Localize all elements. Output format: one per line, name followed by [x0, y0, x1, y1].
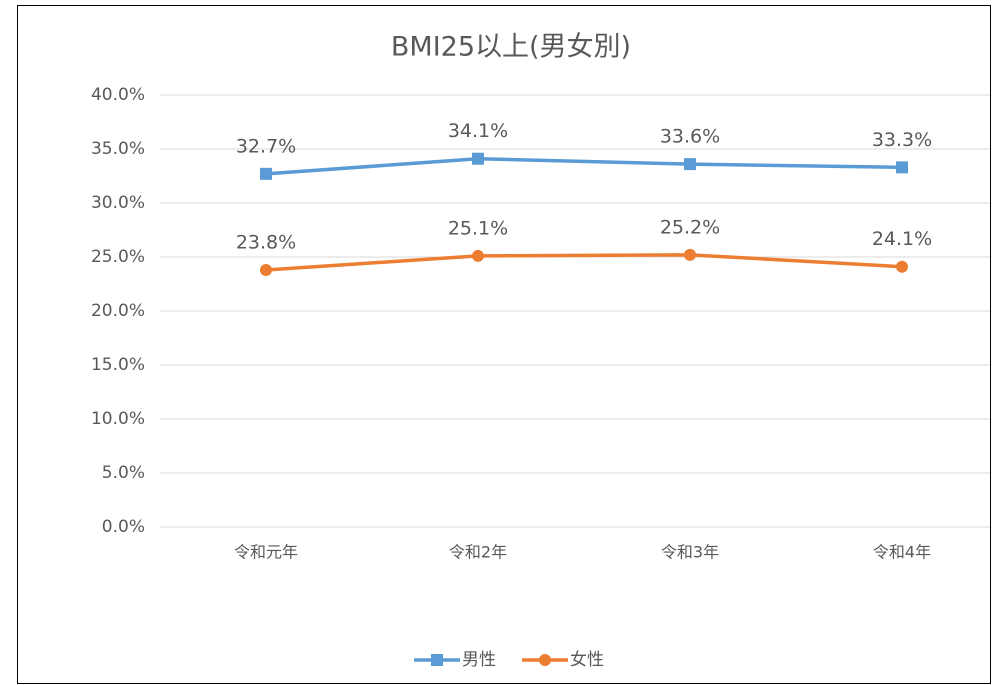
x-tick-label: 令和4年 — [873, 543, 931, 562]
y-tick-label: 5.0% — [102, 463, 145, 483]
y-tick-label: 40.0% — [91, 85, 145, 105]
data-point — [896, 161, 908, 174]
data-point — [472, 152, 484, 165]
y-tick-label: 20.0% — [91, 301, 145, 321]
y-tick-label: 30.0% — [91, 193, 145, 213]
legend-label: 男性 — [462, 650, 496, 670]
data-point — [684, 248, 696, 261]
chart-frame — [17, 5, 991, 684]
y-tick-label: 25.0% — [91, 247, 145, 267]
x-tick-label: 令和2年 — [449, 543, 507, 562]
y-tick-label: 35.0% — [91, 139, 145, 159]
y-tick-label: 10.0% — [91, 409, 145, 429]
data-label: 25.1% — [448, 217, 508, 239]
data-label: 25.2% — [660, 216, 720, 238]
data-label: 33.6% — [660, 126, 720, 148]
data-label: 32.7% — [236, 135, 296, 157]
y-tick-label: 0.0% — [102, 517, 145, 537]
data-label: 33.3% — [872, 129, 932, 151]
data-point — [260, 167, 272, 180]
y-tick-label: 15.0% — [91, 355, 145, 375]
legend-label: 女性 — [570, 650, 604, 670]
data-label: 23.8% — [236, 231, 296, 253]
data-point — [684, 158, 696, 171]
data-label: 24.1% — [872, 228, 932, 250]
data-point — [896, 260, 908, 273]
series-line — [265, 156, 903, 176]
legend-swatch-marker — [431, 654, 443, 666]
x-tick-label: 令和3年 — [661, 543, 719, 562]
chart-title: BMI25以上(男女別) — [391, 32, 631, 63]
data-label: 34.1% — [448, 120, 508, 142]
x-tick-label: 令和元年 — [234, 543, 298, 562]
data-point — [472, 249, 484, 262]
data-point — [260, 263, 272, 276]
series-line — [265, 253, 903, 272]
legend-swatch-marker — [539, 654, 551, 666]
